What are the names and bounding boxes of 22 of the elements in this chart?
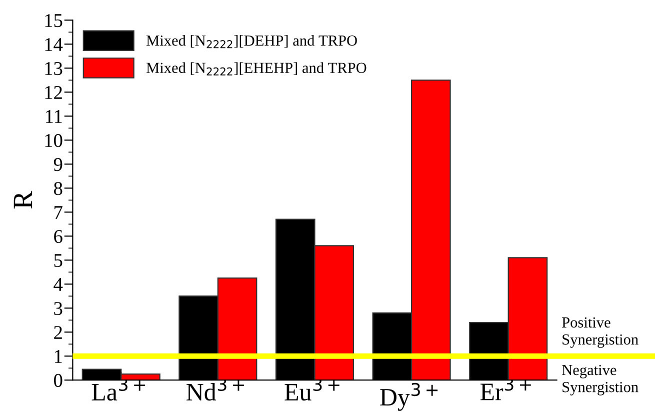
y-tick-label: 4 bbox=[54, 278, 63, 291]
legend-label: Mixed [N$_{2222}$][EHEHP] and TRPO bbox=[146, 62, 366, 76]
y-tick-label: 1 bbox=[54, 350, 62, 363]
y-tick-label: 5 bbox=[54, 254, 62, 268]
y-tick-label: 11 bbox=[46, 110, 62, 123]
y-tick-label: 14 bbox=[45, 38, 63, 51]
y-tick-label: 6 bbox=[54, 230, 62, 244]
y-tick-label: 9 bbox=[54, 158, 62, 172]
y-tick-label: 2 bbox=[54, 326, 62, 339]
y-tick-label: 15 bbox=[45, 14, 62, 28]
y-tick-label: 0 bbox=[54, 374, 62, 388]
text: Negative Synergistion bbox=[562, 364, 638, 396]
y-tick-label: 7 bbox=[54, 206, 62, 219]
y-tick-label: 3 bbox=[54, 302, 62, 316]
y-tick-label: 12 bbox=[45, 86, 62, 99]
y-tick-label: 8 bbox=[54, 182, 62, 196]
x-tick-label: Dy$^{3+}$ bbox=[380, 382, 438, 411]
y-tick-label: 10 bbox=[45, 134, 62, 148]
legend-label: Mixed [N$_{2222}$][DEHP] and TRPO bbox=[146, 34, 357, 48]
text: Positive Synergistion bbox=[562, 317, 638, 348]
y-tick-label: 13 bbox=[45, 62, 62, 76]
y-axis-title: R bbox=[14, 190, 32, 209]
